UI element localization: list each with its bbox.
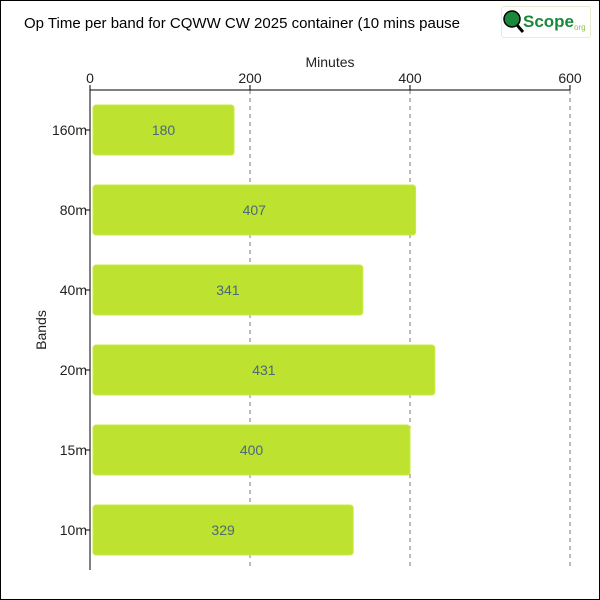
data-label: 341 — [216, 282, 240, 298]
data-label: 329 — [211, 522, 235, 538]
bar-40m — [92, 264, 364, 316]
bar-20m — [92, 344, 436, 396]
logo: Scope org — [501, 6, 591, 38]
y-axis-label: Bands — [33, 310, 49, 350]
data-label: 400 — [240, 442, 264, 458]
y-tick-label: 15m — [60, 442, 87, 458]
y-tick-label: 20m — [60, 362, 87, 378]
chart-title: Op Time per band for CQWW CW 2025 contai… — [24, 15, 461, 32]
bar-10m — [92, 504, 354, 556]
y-tick-label: 160m — [52, 122, 87, 138]
y-tick-label: 10m — [60, 522, 87, 538]
bar-160m — [92, 104, 235, 156]
x-tick-label: 200 — [238, 70, 262, 86]
x-tick-label: 0 — [86, 70, 94, 86]
logo-text: Scope — [523, 12, 575, 31]
y-tick-label: 40m — [60, 282, 87, 298]
data-label: 180 — [152, 122, 176, 138]
logo-suffix: org — [574, 23, 586, 32]
data-label: 431 — [252, 362, 276, 378]
data-label: 407 — [243, 202, 267, 218]
magnifier-globe-icon — [503, 10, 524, 33]
x-tick-label: 600 — [558, 70, 582, 86]
bar-80m — [92, 184, 417, 236]
bar-15m — [92, 424, 411, 476]
y-tick-label: 80m — [60, 202, 87, 218]
x-axis-label: Minutes — [305, 54, 354, 70]
x-tick-label: 400 — [398, 70, 422, 86]
